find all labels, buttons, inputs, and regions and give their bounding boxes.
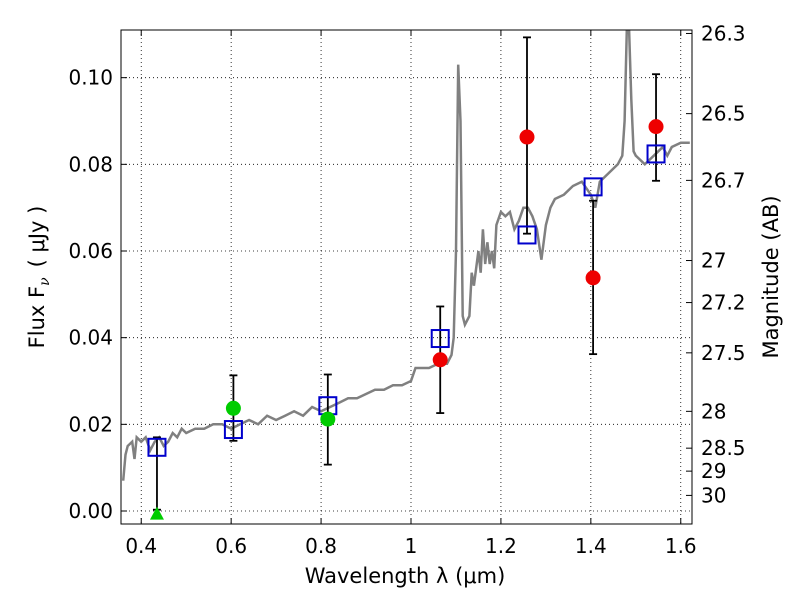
- model-photometry-square: [147, 437, 167, 457]
- observed-flux-point: [225, 400, 241, 416]
- model-photometry-square: [583, 177, 603, 197]
- mag-tick-label: 27.5: [701, 341, 746, 365]
- y-tick-label: 0.04: [68, 326, 113, 350]
- y-axis-label-left-sub: ν: [37, 277, 53, 286]
- observed-flux-point: [519, 129, 535, 145]
- y-tick-label: 0.10: [68, 66, 113, 90]
- plot-area: [121, 30, 690, 520]
- x-tick-label: 1.4: [575, 534, 607, 558]
- x-axis-label: Wavelength λ (μm): [305, 564, 506, 588]
- model-spectrum-line: [121, 30, 690, 481]
- mag-tick-label: 30: [701, 483, 726, 507]
- observed-flux-point: [432, 352, 448, 368]
- y-tick-label: 0.06: [68, 239, 113, 263]
- x-tick-label: 1: [405, 534, 418, 558]
- mag-tick-label: 29: [701, 459, 726, 483]
- observed-flux-point: [585, 270, 601, 286]
- model-photometry-square: [223, 420, 243, 440]
- observed-flux-point: [320, 411, 336, 427]
- plot-frame: [120, 29, 693, 525]
- observed-flux-point: [648, 119, 664, 135]
- x-tick-label: 0.6: [215, 534, 247, 558]
- y-axis-label-left-text: Flux F: [25, 286, 49, 348]
- y-axis-label-left: Flux Fν ( μJy ): [25, 206, 53, 349]
- grid-lines: [121, 30, 692, 524]
- mag-tick-label: 28: [701, 399, 726, 423]
- mag-tick-label: 26.7: [701, 168, 746, 192]
- model-photometry-square: [646, 144, 666, 164]
- y-tick-label: 0.08: [68, 152, 113, 176]
- mag-tick-label: 27.2: [701, 291, 746, 315]
- x-tick-label: 1.2: [485, 534, 517, 558]
- mag-tick-label: 26.3: [701, 21, 746, 45]
- x-tick-label: 0.8: [305, 534, 337, 558]
- model-photometry-square: [430, 329, 450, 349]
- y-tick-label: 0.00: [68, 499, 113, 523]
- y-tick-label: 0.02: [68, 412, 113, 436]
- mag-tick-label: 27: [701, 249, 726, 273]
- y-axis-label-right: Magnitude (AB): [759, 195, 783, 358]
- x-tick-label: 1.6: [665, 534, 697, 558]
- axis-ticks: 0.4 0.6 0.8 1 1.2 1.4 1.6 0.00 0.02 0.04 0.06 0.08 0…: [68, 21, 745, 558]
- upper-limit-triangle: [149, 506, 164, 520]
- y-axis-label-left-unit: ( μJy ): [25, 206, 49, 268]
- x-tick-label: 0.4: [125, 534, 157, 558]
- mag-tick-label: 28.5: [701, 436, 746, 460]
- mag-tick-label: 26.5: [701, 102, 746, 126]
- model-photometry-square: [517, 225, 537, 245]
